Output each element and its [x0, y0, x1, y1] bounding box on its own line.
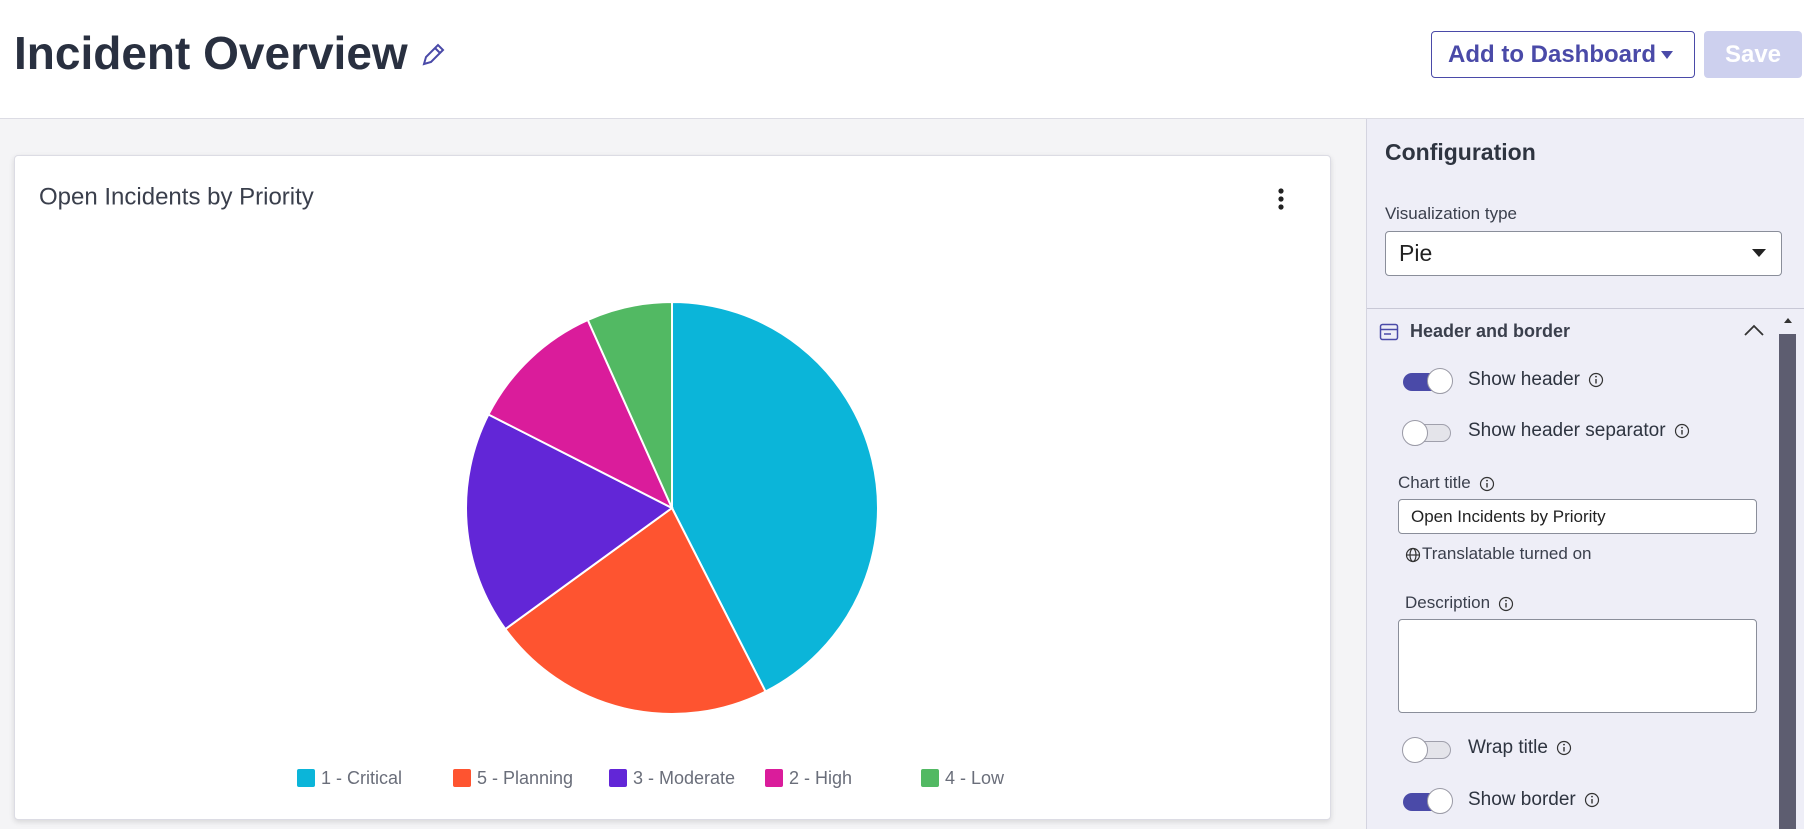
- select-value: Pie: [1399, 240, 1433, 266]
- info-icon[interactable]: [1588, 372, 1604, 388]
- legend-swatch: [453, 769, 471, 787]
- input-value: Open Incidents by Priority: [1411, 507, 1606, 526]
- info-icon[interactable]: [1556, 740, 1572, 756]
- chart-title-input[interactable]: Open Incidents by Priority: [1398, 499, 1757, 534]
- legend-label: 3 - Moderate: [633, 768, 735, 788]
- label: Chart title: [1398, 473, 1471, 492]
- toggle[interactable]: [1402, 420, 1451, 446]
- toggle-label: Show header: [1468, 369, 1604, 391]
- divider: [1367, 308, 1804, 309]
- page-title: Incident Overview: [14, 27, 408, 79]
- legend-swatch: [297, 769, 315, 787]
- info-icon[interactable]: [1479, 476, 1495, 492]
- description-textarea[interactable]: [1398, 619, 1757, 713]
- chart-title: Open Incidents by Priority: [39, 183, 314, 210]
- field-label: Chart title: [1398, 473, 1495, 493]
- pie-slice: [487, 318, 675, 511]
- legend-label: 4 - Low: [945, 768, 1005, 788]
- globe-icon: [1405, 547, 1421, 563]
- toggle[interactable]: [1402, 737, 1451, 763]
- section-title: Header and border: [1410, 321, 1571, 341]
- save-button[interactable]: Save: [1704, 31, 1802, 78]
- visualization-select[interactable]: Pie: [1385, 231, 1782, 276]
- field-label: Description: [1405, 593, 1514, 613]
- label: Description: [1405, 593, 1491, 612]
- legend-swatch: [765, 769, 783, 787]
- info-icon[interactable]: [1584, 792, 1600, 808]
- legend-label: 2 - High: [789, 768, 852, 788]
- edit-icon[interactable]: [420, 42, 446, 68]
- label: Show header: [1468, 369, 1580, 390]
- toggle-label: Show header separator: [1468, 420, 1690, 442]
- scroll-arrow[interactable]: [1782, 315, 1794, 325]
- legend-swatch: [609, 769, 627, 787]
- pie-slice: [503, 506, 767, 715]
- collapse-icon[interactable]: [1743, 323, 1765, 337]
- legend-label: 5 - Planning: [477, 768, 573, 788]
- config-panel: Configuration Visualization type Pie Hea…: [1366, 119, 1804, 829]
- section-icon: [1379, 323, 1399, 341]
- chart: Open Incidents by Priority 1 - Critical 5…: [39, 183, 1284, 788]
- legend-swatch: [921, 769, 939, 787]
- kebab-menu[interactable]: [1278, 188, 1284, 210]
- info-icon[interactable]: [1674, 423, 1690, 439]
- button-label: Add to Dashboard: [1448, 40, 1656, 68]
- toggle[interactable]: [1403, 788, 1453, 814]
- field-label: Visualization type: [1385, 204, 1517, 223]
- pie-slice: [671, 300, 879, 693]
- translatable-note: Translatable turned on: [1422, 544, 1592, 563]
- scrollbar[interactable]: [1779, 334, 1796, 829]
- pie-slice: [586, 300, 673, 509]
- label: Show border: [1468, 789, 1576, 810]
- chart-card: Open Incidents by Priority 1 - Critical 5…: [14, 155, 1331, 820]
- toggle-label: Wrap title: [1468, 737, 1572, 759]
- toggle[interactable]: [1403, 368, 1453, 394]
- info-icon[interactable]: [1498, 596, 1514, 612]
- pie-slice: [465, 413, 674, 631]
- add-to-dashboard-button[interactable]: Add to Dashboard: [1431, 31, 1695, 78]
- caret: [1752, 249, 1766, 257]
- toggle-label: Show border: [1468, 789, 1600, 811]
- label: Show header separator: [1468, 420, 1666, 441]
- panel-title: Configuration: [1385, 139, 1536, 165]
- legend-label: 1 - Critical: [321, 768, 402, 788]
- label: Wrap title: [1468, 737, 1548, 758]
- caret: [1661, 50, 1673, 59]
